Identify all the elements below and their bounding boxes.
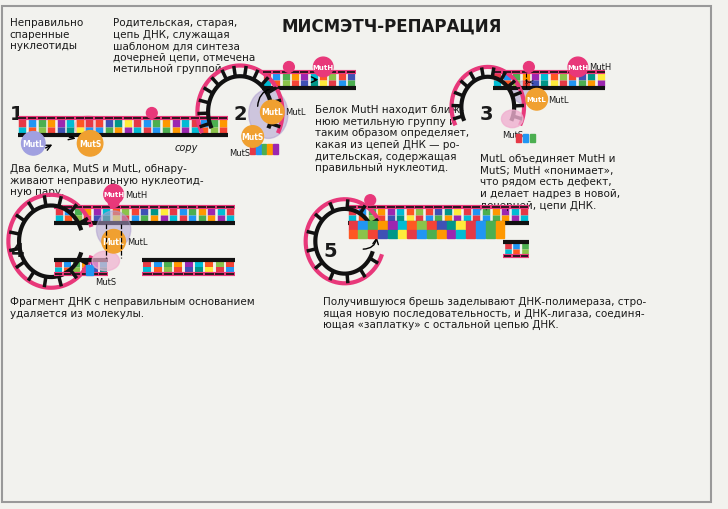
Bar bbox=[530, 134, 535, 143]
Text: 1: 1 bbox=[9, 105, 23, 124]
Bar bbox=[86, 265, 93, 275]
Text: copy: copy bbox=[174, 143, 198, 153]
Circle shape bbox=[568, 58, 587, 77]
Text: MutS: MutS bbox=[229, 149, 250, 158]
Bar bbox=[368, 221, 377, 230]
Circle shape bbox=[77, 131, 103, 157]
Circle shape bbox=[283, 63, 294, 73]
Bar bbox=[446, 230, 456, 239]
Bar bbox=[496, 221, 505, 230]
Ellipse shape bbox=[74, 117, 102, 138]
Ellipse shape bbox=[92, 251, 119, 271]
Bar bbox=[466, 221, 475, 230]
Text: 5: 5 bbox=[323, 242, 337, 261]
Text: MutL: MutL bbox=[127, 237, 148, 246]
Text: MutS: MutS bbox=[242, 133, 264, 142]
Bar bbox=[427, 221, 436, 230]
Circle shape bbox=[365, 195, 376, 206]
Text: 3: 3 bbox=[480, 105, 494, 124]
Text: 2: 2 bbox=[233, 105, 247, 124]
Bar bbox=[476, 221, 485, 230]
Bar bbox=[523, 134, 528, 143]
Ellipse shape bbox=[502, 111, 523, 128]
Bar bbox=[261, 145, 266, 155]
Bar bbox=[486, 221, 494, 230]
Bar bbox=[358, 221, 368, 230]
Circle shape bbox=[22, 132, 45, 156]
Text: ✂: ✂ bbox=[524, 78, 534, 89]
Bar bbox=[349, 230, 357, 239]
Bar bbox=[378, 230, 387, 239]
Bar bbox=[388, 221, 397, 230]
Ellipse shape bbox=[249, 90, 288, 139]
Bar bbox=[397, 230, 406, 239]
Bar bbox=[397, 221, 406, 230]
Bar bbox=[456, 230, 465, 239]
Bar bbox=[437, 230, 446, 239]
Bar bbox=[368, 230, 377, 239]
Text: MutL: MutL bbox=[527, 97, 547, 103]
Text: MutS: MutS bbox=[79, 139, 101, 149]
Bar bbox=[516, 134, 521, 143]
Bar bbox=[437, 221, 446, 230]
Text: MutH: MutH bbox=[567, 65, 588, 71]
Ellipse shape bbox=[97, 211, 131, 248]
Text: Два белка, MutS и MutL, обнару-
живают неправильную нуклеотид-
ную пару.: Два белка, MutS и MutL, обнару- живают н… bbox=[9, 163, 203, 197]
Text: Родительская, старая,
цепь ДНК, служащая
шаблоном для синтеза
дочерней цепи, отм: Родительская, старая, цепь ДНК, служащая… bbox=[113, 18, 255, 74]
Text: MutL: MutL bbox=[285, 108, 306, 117]
Text: MutL: MutL bbox=[23, 139, 44, 149]
Text: MutL объединяет MutH и
MutS; MutH «понимает»,
что рядом есть дефект,
и делает на: MutL объединяет MutH и MutS; MutH «поним… bbox=[480, 154, 620, 210]
Text: MutL: MutL bbox=[261, 108, 283, 117]
Bar bbox=[349, 221, 357, 230]
Bar bbox=[378, 221, 387, 230]
Text: Неправильно
спаренные
нуклеотиды: Неправильно спаренные нуклеотиды bbox=[9, 18, 83, 51]
Bar bbox=[417, 221, 426, 230]
Bar bbox=[427, 230, 436, 239]
Text: Получившуюся брешь заделывают ДНК-полимераза, стро-
ящая новую последовательност: Получившуюся брешь заделывают ДНК-полиме… bbox=[323, 297, 646, 330]
Bar bbox=[446, 221, 456, 230]
Ellipse shape bbox=[513, 81, 539, 105]
Bar bbox=[408, 230, 416, 239]
Bar bbox=[273, 145, 278, 155]
Circle shape bbox=[108, 197, 119, 208]
Text: MutH: MutH bbox=[103, 192, 124, 198]
Text: MutH: MutH bbox=[312, 65, 333, 71]
Bar bbox=[358, 230, 368, 239]
Text: Белок MutH находит ближ-
нюю метильную группу и
таким образом определяет,
какая : Белок MutH находит ближ- нюю метильную г… bbox=[315, 105, 470, 173]
Text: Фрагмент ДНК с неправильным основанием
удаляется из молекулы.: Фрагмент ДНК с неправильным основанием у… bbox=[9, 297, 254, 318]
Bar bbox=[250, 145, 255, 155]
Bar bbox=[466, 230, 475, 239]
Text: MutH: MutH bbox=[125, 190, 148, 200]
Circle shape bbox=[104, 185, 124, 205]
Text: 4: 4 bbox=[9, 242, 23, 261]
Bar bbox=[388, 230, 397, 239]
Bar bbox=[476, 230, 485, 239]
Bar bbox=[267, 145, 272, 155]
Circle shape bbox=[242, 126, 264, 148]
Circle shape bbox=[146, 108, 157, 119]
Bar bbox=[456, 221, 465, 230]
Circle shape bbox=[526, 89, 547, 111]
Bar bbox=[256, 145, 261, 155]
Text: MutL: MutL bbox=[548, 96, 569, 104]
Bar bbox=[408, 221, 416, 230]
Text: MutS: MutS bbox=[95, 277, 116, 286]
Bar bbox=[496, 230, 505, 239]
Text: MutL: MutL bbox=[103, 237, 124, 246]
Bar bbox=[417, 230, 426, 239]
Circle shape bbox=[102, 230, 125, 253]
Circle shape bbox=[523, 63, 534, 73]
Text: MutS: MutS bbox=[502, 130, 523, 139]
Text: МИСМЭТЧ-РЕПАРАЦИЯ: МИСМЭТЧ-РЕПАРАЦИЯ bbox=[282, 18, 502, 36]
Bar bbox=[486, 230, 494, 239]
Circle shape bbox=[261, 101, 284, 125]
Text: MutH: MutH bbox=[590, 63, 612, 72]
Circle shape bbox=[314, 58, 333, 77]
